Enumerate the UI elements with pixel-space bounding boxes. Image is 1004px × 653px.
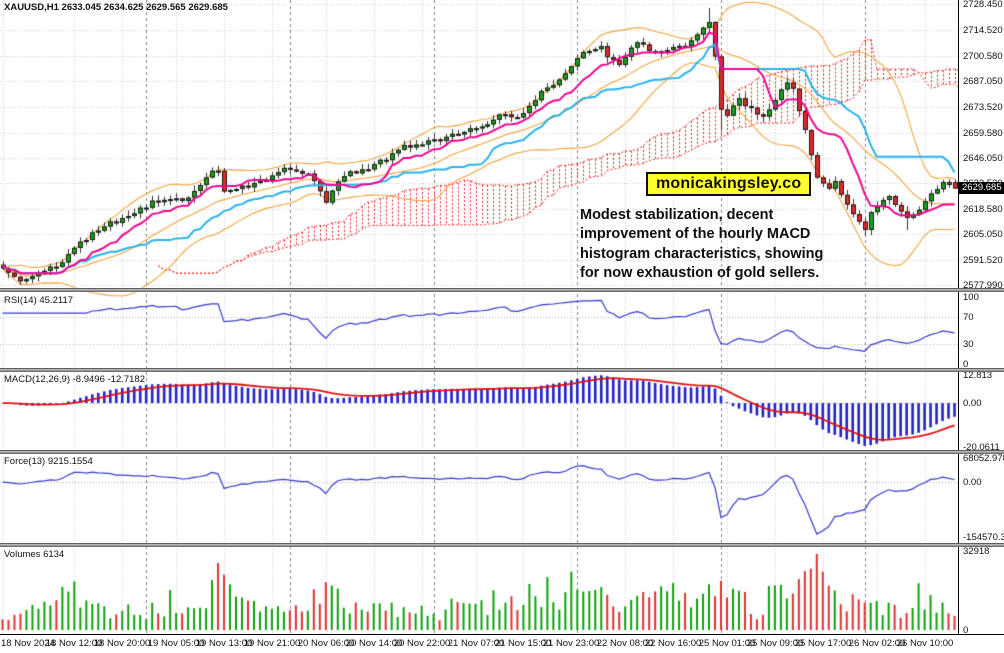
y-axis-tick: 2700.580 xyxy=(963,51,1003,63)
time-axis-tick: 26 Nov 02:00 xyxy=(848,638,906,649)
panel-separator[interactable] xyxy=(0,368,1004,372)
y-axis-tick: 32918 xyxy=(963,546,990,557)
force-indicator-label: Force(13) 9215.1554 xyxy=(4,456,93,467)
y-axis-tick: 0.00 xyxy=(963,398,982,410)
symbol-ohlc-label: XAUUSD,H1 2633.045 2634.625 2629.565 262… xyxy=(4,2,228,13)
time-axis-tick: 22 Nov 16:00 xyxy=(644,638,702,649)
y-axis-tick: -154570.39 xyxy=(963,532,1004,543)
time-axis-tick: 26 Nov 10:00 xyxy=(896,638,954,649)
y-axis-tick: 2673.520 xyxy=(963,101,1003,113)
y-axis-tick: 70 xyxy=(963,312,974,324)
panel-separator[interactable] xyxy=(0,543,1004,547)
time-axis-tick: 21 Nov 23:00 xyxy=(542,638,600,649)
y-axis-tick: 2605.050 xyxy=(963,229,1003,241)
y-axis-tick: 100 xyxy=(963,292,979,303)
y-axis-tick: 0 xyxy=(963,359,969,370)
y-axis-tick: 2577.990 xyxy=(963,280,1003,292)
panel-separator[interactable] xyxy=(0,288,1004,292)
time-axis-tick: 19 Nov 13:00 xyxy=(195,638,253,649)
annotation-line: histogram characteristics, showing xyxy=(580,245,824,262)
annotation-line: Modest stabilization, decent xyxy=(580,207,774,223)
time-axis-tick: 22 Nov 08:00 xyxy=(596,638,654,649)
y-axis-tick: 2687.050 xyxy=(963,76,1003,88)
panel-separator[interactable] xyxy=(0,450,1004,454)
rsi-indicator-label: RSI(14) 45.2117 xyxy=(4,295,74,306)
time-axis-tick: 25 Nov 17:00 xyxy=(794,638,852,649)
price-chart-canvas[interactable] xyxy=(0,0,958,634)
time-axis-tick: 21 Nov 15:00 xyxy=(494,638,552,649)
annotation-line: improvement of the hourly MACD xyxy=(580,226,811,243)
volumes-indicator-label: Volumes 6134 xyxy=(4,549,65,560)
current-price-tag: 2629.685 xyxy=(959,182,1004,195)
time-axis-tick: 18 Nov 12:00 xyxy=(45,638,103,649)
price-axis[interactable]: 2728.450 2714.520 2700.580 2687.050 2673.520… xyxy=(958,0,1004,634)
time-axis-tick: 20 Nov 06:00 xyxy=(297,638,355,649)
y-axis-tick: 12.813 xyxy=(963,370,993,381)
time-axis-tick: 19 Nov 21:00 xyxy=(243,638,301,649)
y-axis-tick: -20.0611 xyxy=(963,442,1000,453)
time-axis-tick: 25 Nov 09:00 xyxy=(746,638,804,649)
y-axis-tick: 0.00 xyxy=(963,477,982,489)
time-axis-tick: 20 Nov 14:00 xyxy=(345,638,403,649)
time-axis[interactable]: 18 Nov 2024 18 Nov 12:00 18 Nov 20:00 19 No… xyxy=(0,634,1004,653)
time-axis-tick: 18 Nov 20:00 xyxy=(93,638,151,649)
macd-indicator-label: MACD(12,26,9) -8.9496 -12.7182 xyxy=(4,374,145,385)
time-axis-tick: 25 Nov 01:00 xyxy=(698,638,756,649)
y-axis-tick: 2728.450 xyxy=(963,0,1003,11)
time-axis-tick: 21 Nov 07:00 xyxy=(447,638,505,649)
y-axis-tick: 2618.580 xyxy=(963,204,1003,216)
watermark-brand-badge: monicakingsley.co xyxy=(646,172,812,196)
time-axis-tick: 20 Nov 22:00 xyxy=(393,638,451,649)
y-axis-tick: 2646.050 xyxy=(963,152,1003,164)
chart-annotation-text: Modest stabilization, decent improvement… xyxy=(580,206,830,283)
y-axis-tick: 30 xyxy=(963,338,974,350)
y-axis-tick: 68052.9782 xyxy=(963,453,1004,464)
time-axis-tick: 19 Nov 05:00 xyxy=(147,638,205,649)
y-axis-tick: 2659.580 xyxy=(963,127,1003,139)
y-axis-tick: 2714.520 xyxy=(963,25,1003,37)
annotation-line: for now exhaustion of gold sellers. xyxy=(580,264,820,281)
y-axis-tick: 2591.520 xyxy=(963,254,1003,266)
time-axis-tick: 18 Nov 2024 xyxy=(1,638,55,649)
y-axis-tick: 0 xyxy=(963,625,969,634)
